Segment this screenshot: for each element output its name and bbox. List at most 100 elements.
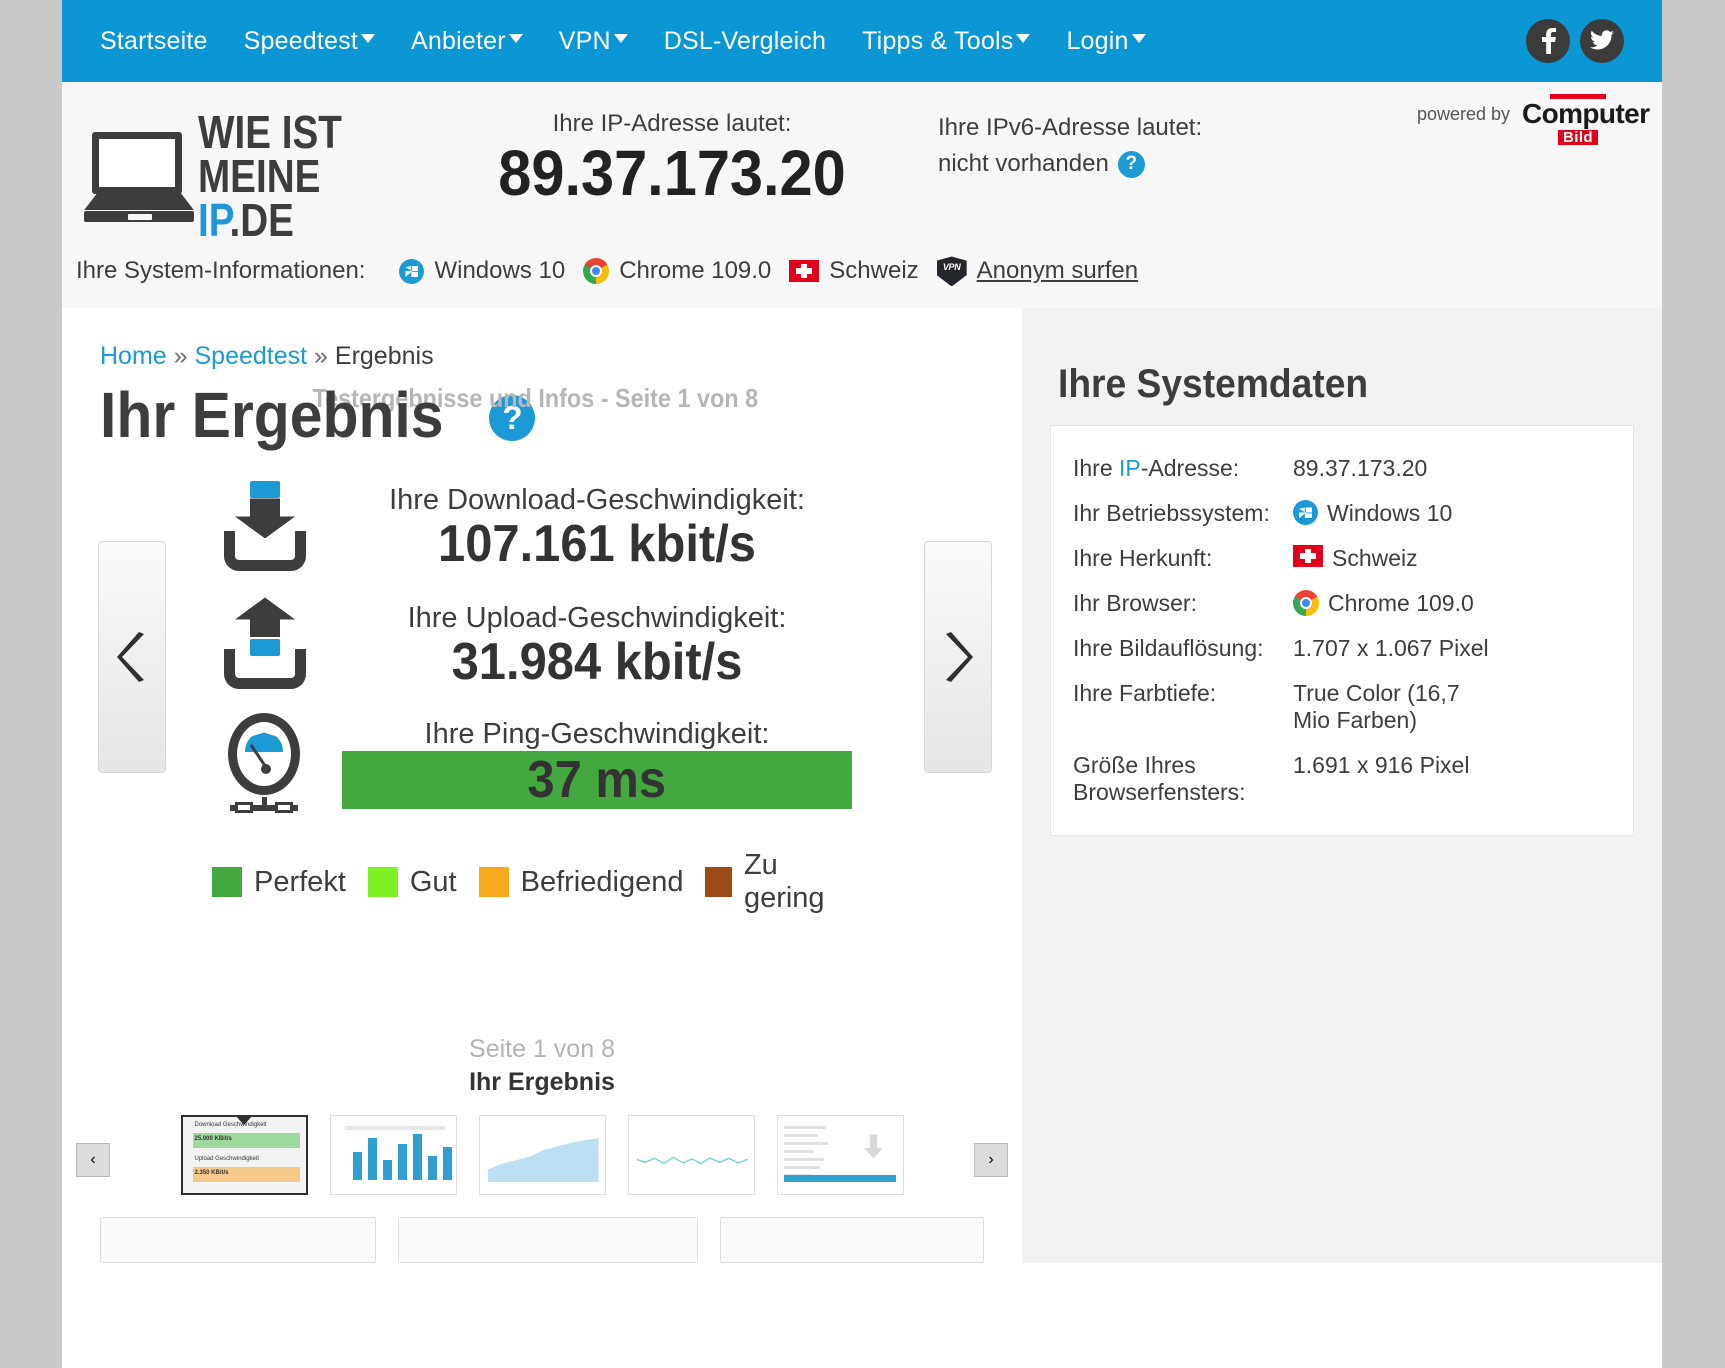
table-row: Ihre IP-Adresse: 89.37.173.20 [1073,446,1611,491]
main-column: Home » Speedtest » Ergebnis Testergebnis… [62,308,1022,1264]
bottom-control-2[interactable] [398,1217,698,1264]
row-key-highlight: IP [1119,455,1141,482]
content-area: Home » Speedtest » Ergebnis Testergebnis… [62,308,1662,1264]
legend-swatch [367,867,398,898]
ipv6-address-label: Ihre IPv6-Adresse lautet: [938,114,1203,141]
row-value: True Color (16,7 Mio Farben) [1293,680,1483,734]
nav-item-login[interactable]: Login [1066,27,1146,56]
thumb-area-chart[interactable] [478,1115,606,1196]
system-info-country-label: Schweiz [829,257,919,285]
tester-subtitle: Testergebnisse und Infos - Seite 1 von 8 [312,383,758,414]
table-row: Ihre Herkunft: Schweiz [1073,536,1611,581]
thumb-label-download: Download Geschwindigkeit [194,1122,267,1129]
thumbs-prev-button[interactable]: ‹ [76,1143,110,1178]
ipv6-address-value-row: nicht vorhanden ? [938,150,1202,178]
chevron-left-icon [117,632,144,683]
row-key: Ihre Herkunft: [1073,545,1213,572]
row-value-text: 1.691 x 916 Pixel [1293,752,1470,779]
facebook-icon[interactable] [1526,19,1570,63]
legend-swatch [705,867,732,898]
table-row: Ihre Farbtiefe: True Color (16,7 Mio Far… [1073,671,1611,743]
nav-item-dsl-vergleich[interactable]: DSL-Vergleich [664,27,826,56]
sidebar-title: Ihre Systemdaten [1058,362,1369,407]
nav-item-startseite[interactable]: Startseite [100,27,208,56]
bottom-control-3[interactable] [720,1217,984,1264]
bottom-controls [62,1195,1022,1264]
upload-value: 31.984 kbit/s [451,632,743,691]
nav-item-tipps-tools[interactable]: Tipps & Tools [862,26,1031,56]
logo-red-bar [1550,94,1606,99]
nav-label: DSL-Vergleich [663,26,827,55]
row-value: Windows 10 [1293,500,1611,527]
legend-item-perfekt: Perfekt [212,866,346,899]
pager-page-title: Ihr Ergebnis [469,1068,615,1097]
top-navigation: Startseite Speedtest Anbieter VPN DSL-Ve… [62,0,1662,82]
logo-word: Computer [1522,98,1650,129]
help-icon[interactable]: ? [1117,150,1145,178]
breadcrumb-separator: » [314,342,328,371]
row-value: Schweiz [1293,545,1611,572]
thumb-details[interactable] [776,1115,904,1196]
laptop-icon [84,130,194,223]
bottom-control-1[interactable] [100,1217,376,1264]
ipv6-address-value: nicht vorhanden [938,150,1109,177]
computerbild-logo[interactable]: Computer Bild [1522,94,1650,146]
table-row: Ihr Betriebssystem: Windows 10 [1073,491,1611,536]
header-row: WIE IST MEINE IP.DE Ihre IP-Adresse laut… [62,82,1662,243]
nav-item-vpn[interactable]: VPN [559,27,628,56]
legend-item-gut: Gut [367,866,457,899]
ping-value: 37 ms [527,750,667,809]
thumb-bar-chart[interactable] [329,1115,457,1196]
breadcrumb: Home » Speedtest » Ergebnis [62,308,1022,371]
thumb-label-download-value: 25.000 KBit/s [194,1136,232,1143]
nav-item-speedtest[interactable]: Speedtest [244,27,375,56]
swiss-flag-icon [1293,545,1323,568]
chrome-icon [583,258,610,285]
site-logo[interactable]: WIE IST MEINE IP.DE [76,109,446,243]
ping-label: Ihre Ping-Geschwindigkeit: [424,717,770,750]
row-value-text: Windows 10 [1327,500,1453,527]
brand-meine: MEINE [198,150,321,203]
row-value: 1.691 x 916 Pixel [1293,752,1611,779]
carousel-prev-button[interactable] [98,541,166,774]
help-icon[interactable]: ? [489,395,536,442]
carousel-pager: Seite 1 von 8 Ihr Ergebnis [62,1035,1022,1097]
nav-label: Speedtest [243,26,358,55]
chevron-right-icon [946,632,973,683]
chrome-icon [1293,590,1319,617]
windows-icon [399,258,425,284]
row-key: Ihre Farbtiefe: [1073,680,1217,707]
row-key: Ihre Bildauflösung: [1073,635,1264,662]
breadcrumb-home[interactable]: Home [100,342,167,371]
thumb-ihr-ergebnis[interactable]: Download Geschwindigkeit 25.000 KBit/s U… [180,1115,308,1196]
pager-page-text: Seite 1 von 8 [469,1035,615,1064]
carousel-next-button[interactable] [924,541,992,774]
system-data-card: Ihre IP-Adresse: 89.37.173.20 Ihr Betrie… [1050,425,1634,837]
brand-wordmark: WIE IST MEINE IP.DE [198,109,446,243]
windows-icon [1293,500,1318,526]
nav-item-anbieter[interactable]: Anbieter [411,27,523,56]
ip-address-value: 89.37.173.20 [498,137,846,209]
social-links [1526,19,1624,63]
thumb-line-chart[interactable] [627,1115,755,1196]
result-row-upload: Ihre Upload-Geschwindigkeit: 31.984 kbit… [212,593,852,697]
system-info-browser-label: Chrome 109.0 [619,257,772,285]
row-value-text: True Color (16,7 Mio Farben) [1293,680,1460,734]
row-value: 1.707 x 1.067 Pixel [1293,635,1611,662]
vpn-shield-icon: VPN [936,256,967,287]
twitter-icon[interactable] [1580,19,1624,63]
legend-label: Perfekt [254,865,346,898]
system-info-os-label: Windows 10 [434,257,566,285]
logo-badge: Bild [1558,130,1598,145]
system-info-label: Ihre System-Informationen: [76,257,366,285]
thumbs-next-button[interactable]: › [974,1143,1008,1178]
breadcrumb-speedtest[interactable]: Speedtest [194,342,308,371]
legend-swatch [478,867,509,898]
result-rows: Ihre Download-Geschwindigkeit: 107.161 k… [212,475,852,815]
anonymous-surf-link[interactable]: VPN Anonym surfen [936,256,1138,287]
chevron-down-icon [1016,33,1031,43]
result-carousel: Ihre Download-Geschwindigkeit: 107.161 k… [62,475,1022,925]
ping-gauge-icon [212,711,316,815]
rating-legend: Perfekt Gut Befriedigend Zu gering [212,849,852,915]
nav-label: Tipps & Tools [862,26,1014,55]
